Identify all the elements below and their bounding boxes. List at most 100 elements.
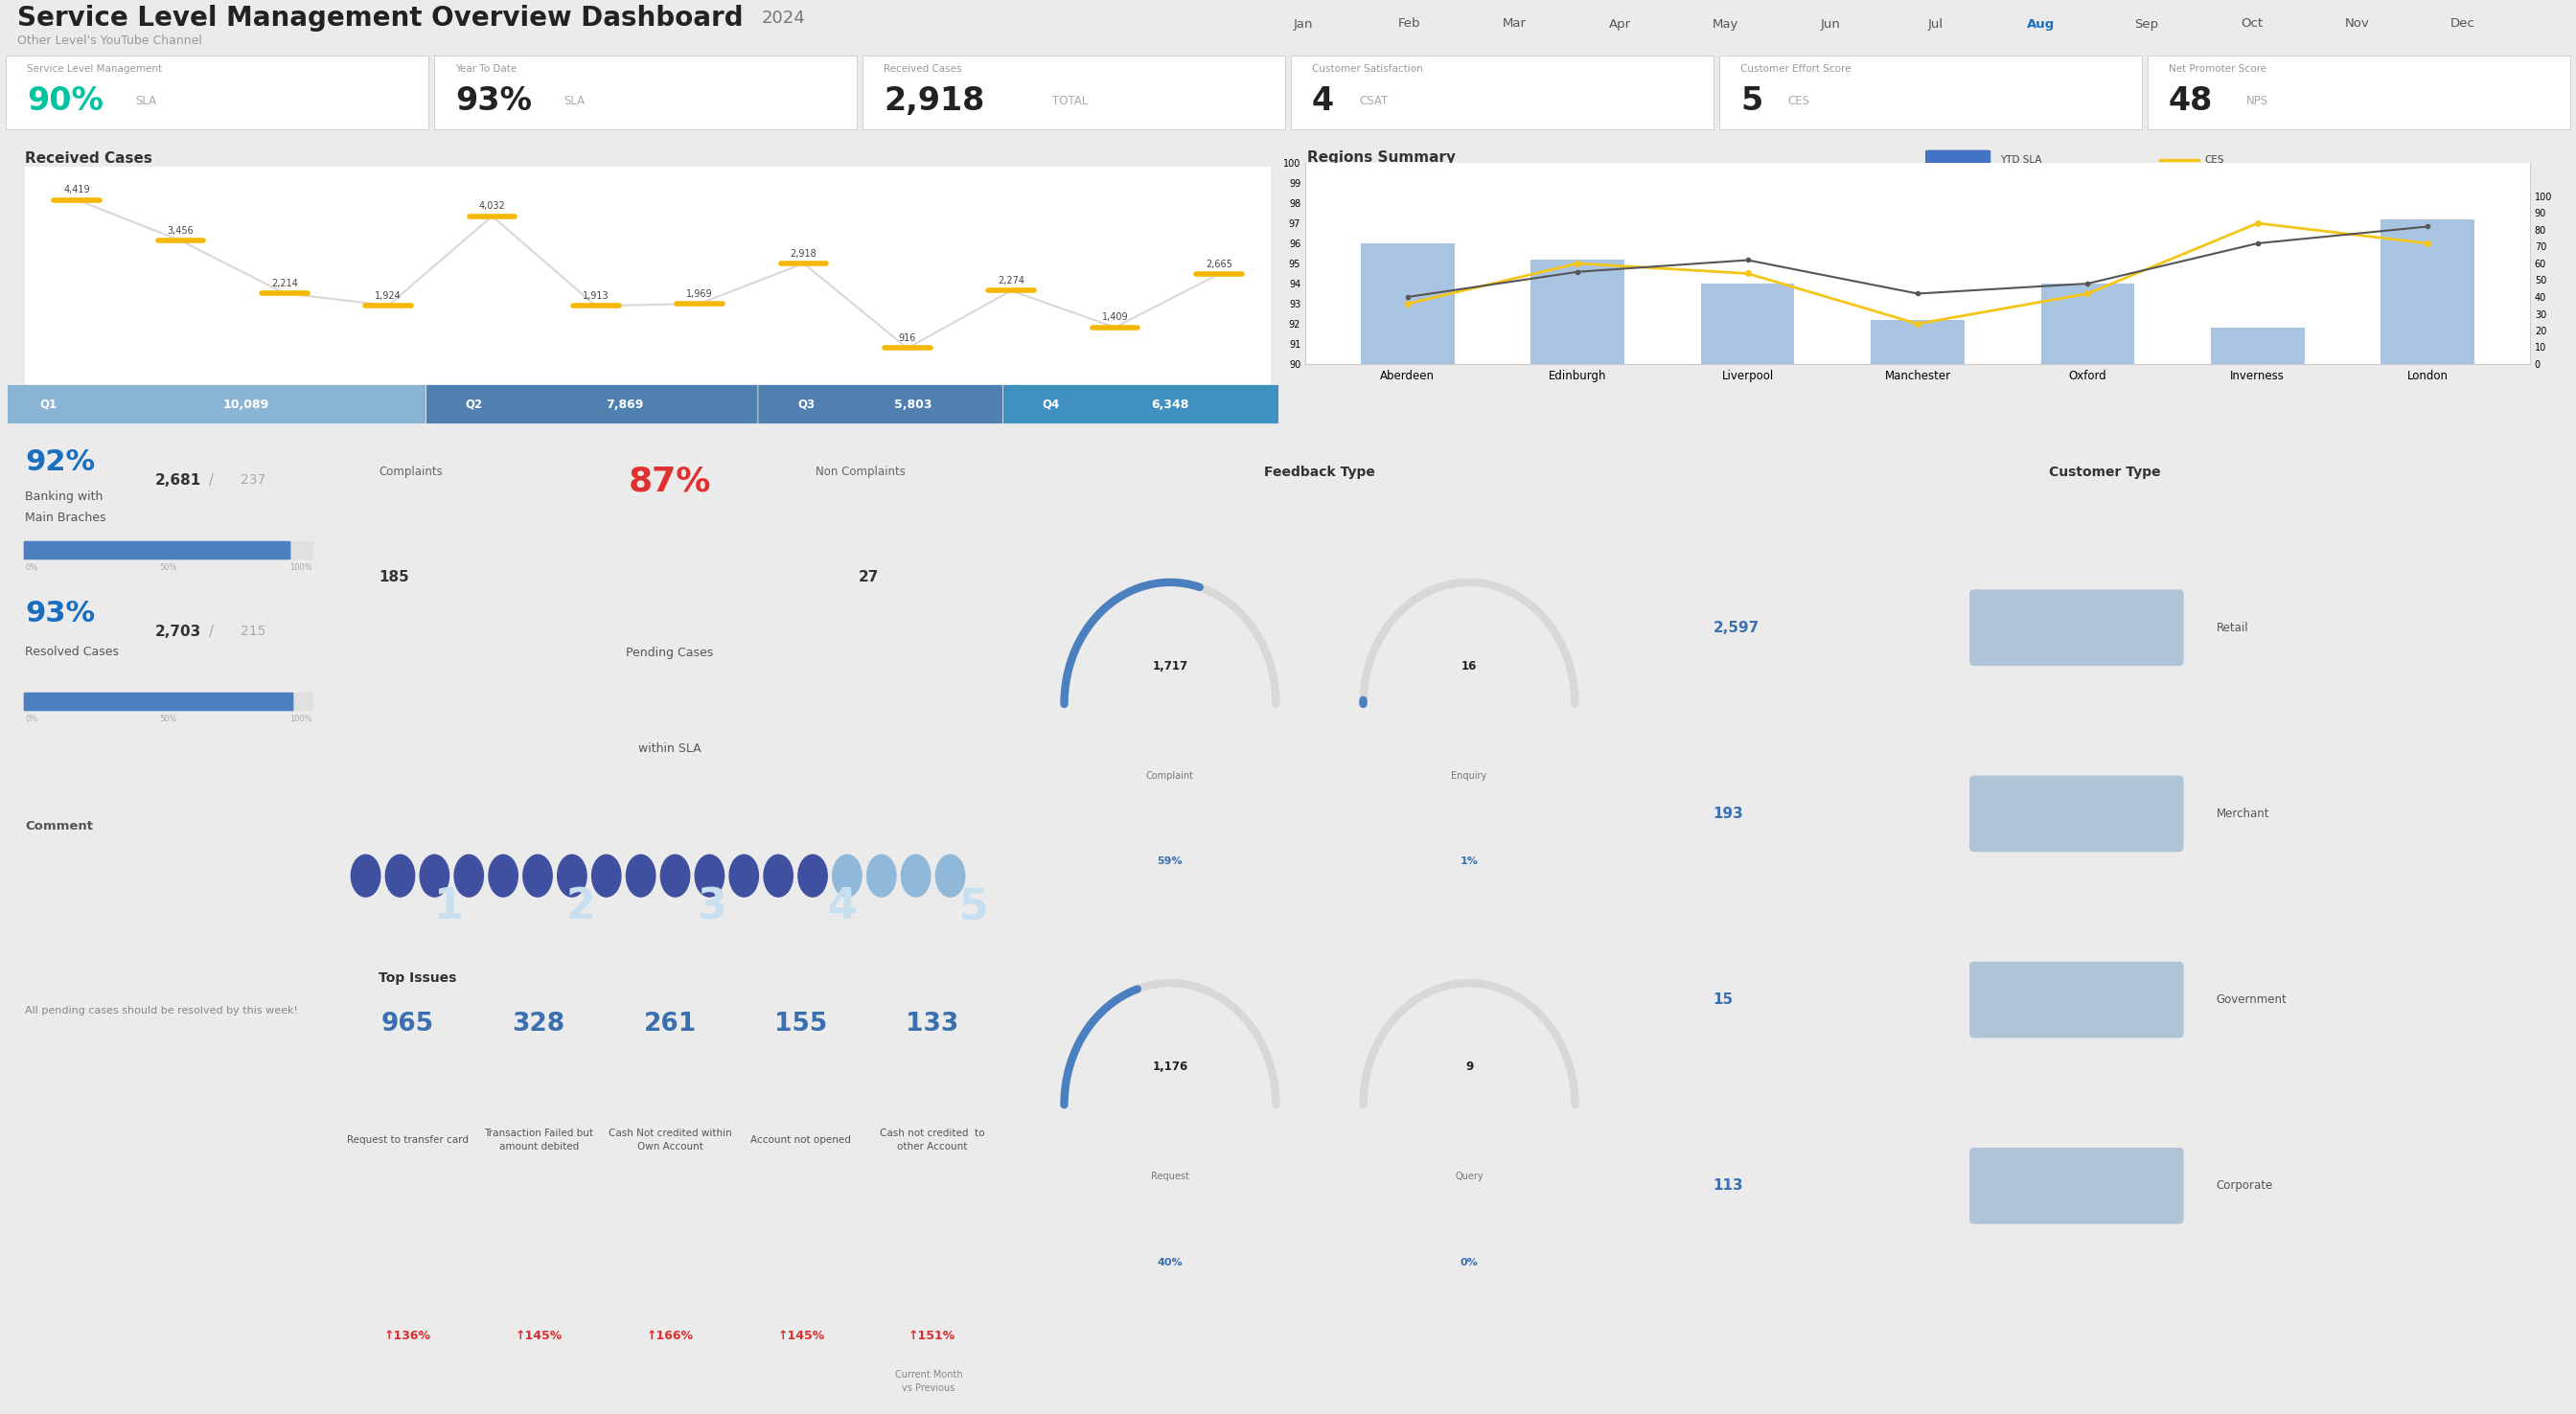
Text: TOTAL: TOTAL	[1054, 95, 1090, 107]
Text: 93%: 93%	[456, 85, 531, 117]
Text: 261: 261	[644, 1011, 696, 1036]
Text: Q1: Q1	[39, 399, 57, 410]
Text: CES: CES	[2205, 156, 2226, 164]
Text: Received Cases: Received Cases	[26, 151, 152, 165]
Text: 3,456: 3,456	[167, 226, 193, 236]
Text: 328: 328	[513, 1011, 564, 1036]
Circle shape	[696, 855, 724, 896]
Text: Non Complaints: Non Complaints	[817, 465, 904, 478]
Text: 16: 16	[1461, 659, 1476, 672]
Bar	[1360, 243, 1455, 363]
Text: 4: 4	[827, 887, 858, 928]
Text: 237: 237	[240, 474, 265, 486]
Text: 100%: 100%	[289, 714, 312, 724]
Text: Enquiry: Enquiry	[1450, 771, 1486, 781]
Text: Complaints: Complaints	[379, 465, 443, 478]
Text: 50%: 50%	[160, 714, 178, 724]
Text: Pending Cases: Pending Cases	[626, 646, 714, 659]
Text: 1,409: 1,409	[1103, 312, 1128, 322]
Text: All pending cases should be resolved by this week!: All pending cases should be resolved by …	[26, 1007, 299, 1015]
Text: Mar: Mar	[1502, 18, 1525, 30]
Text: 92%: 92%	[26, 448, 95, 477]
Text: 5: 5	[958, 887, 989, 928]
Text: YTD SLA: YTD SLA	[1999, 156, 2040, 164]
FancyBboxPatch shape	[1002, 385, 1285, 424]
Text: 916: 916	[899, 334, 917, 344]
Text: /: /	[209, 472, 214, 488]
Text: 2,665: 2,665	[1206, 259, 1231, 269]
FancyBboxPatch shape	[0, 385, 440, 424]
Text: Comment: Comment	[26, 820, 93, 831]
Text: Cash Not credited within
Own Account: Cash Not credited within Own Account	[608, 1128, 732, 1151]
Circle shape	[489, 855, 518, 896]
Text: 2024: 2024	[762, 10, 806, 27]
Circle shape	[832, 855, 860, 896]
Text: Resolved Cases: Resolved Cases	[26, 646, 118, 658]
Text: 2,214: 2,214	[270, 279, 299, 288]
Text: Jul: Jul	[1927, 18, 1942, 30]
Bar	[2040, 284, 2136, 363]
FancyBboxPatch shape	[1924, 150, 1991, 170]
Text: 2,274: 2,274	[997, 276, 1025, 286]
Text: Main Braches: Main Braches	[26, 512, 106, 525]
FancyBboxPatch shape	[23, 693, 314, 711]
Text: Jun: Jun	[1821, 18, 1839, 30]
Text: 1,969: 1,969	[688, 288, 714, 298]
Text: 4: 4	[1311, 85, 1334, 117]
Text: May: May	[1713, 18, 1739, 30]
Text: 4,419: 4,419	[64, 185, 90, 195]
Text: 965: 965	[381, 1011, 435, 1036]
Text: Banking with: Banking with	[26, 491, 103, 502]
Text: 87%: 87%	[629, 465, 711, 498]
Text: Jan: Jan	[1293, 18, 1314, 30]
Text: Customer Type: Customer Type	[2048, 465, 2161, 479]
Text: Query: Query	[1455, 1172, 1484, 1181]
Circle shape	[626, 855, 654, 896]
FancyBboxPatch shape	[23, 542, 314, 560]
FancyBboxPatch shape	[23, 542, 291, 560]
FancyBboxPatch shape	[23, 693, 294, 711]
Text: Account not opened: Account not opened	[750, 1135, 850, 1145]
Text: 0%: 0%	[26, 714, 39, 724]
Text: 2,918: 2,918	[884, 85, 984, 117]
Text: 1,176: 1,176	[1151, 1060, 1188, 1073]
Text: 1,924: 1,924	[376, 291, 402, 300]
Circle shape	[350, 855, 381, 896]
Circle shape	[902, 855, 930, 896]
Text: 2,681: 2,681	[155, 472, 201, 488]
Text: 9: 9	[1466, 1060, 1473, 1073]
Text: CES: CES	[1788, 95, 1811, 107]
Text: Feb: Feb	[1399, 18, 1419, 30]
Text: SLA: SLA	[564, 95, 585, 107]
FancyBboxPatch shape	[425, 385, 773, 424]
Circle shape	[659, 855, 690, 896]
Text: Aug: Aug	[2027, 18, 2056, 30]
Bar	[1870, 320, 1965, 363]
Bar	[2380, 219, 2476, 363]
Text: 15: 15	[1713, 993, 1734, 1007]
Text: Request to transfer card: Request to transfer card	[348, 1135, 469, 1145]
Text: ↑145%: ↑145%	[515, 1329, 562, 1342]
Text: 90%: 90%	[26, 85, 103, 117]
Text: Current Month
vs Previous: Current Month vs Previous	[894, 1370, 963, 1393]
Text: 50%: 50%	[160, 563, 178, 571]
Text: Corporate: Corporate	[2215, 1179, 2272, 1192]
Text: Net Promoter Score: Net Promoter Score	[2169, 64, 2267, 74]
Text: 59%: 59%	[1157, 857, 1182, 867]
Text: 1%: 1%	[1461, 857, 1479, 867]
Bar	[2210, 328, 2306, 363]
Text: CSAT: CSAT	[1360, 95, 1388, 107]
Text: 185: 185	[379, 570, 410, 585]
Text: Customer Effort Score: Customer Effort Score	[1741, 64, 1852, 74]
FancyBboxPatch shape	[1971, 1148, 2184, 1225]
Text: Year To Date: Year To Date	[456, 64, 518, 74]
Text: 48: 48	[2169, 85, 2213, 117]
Circle shape	[523, 855, 551, 896]
Circle shape	[453, 855, 484, 896]
Text: 0%: 0%	[1461, 1257, 1479, 1267]
Text: 155: 155	[775, 1011, 827, 1036]
Circle shape	[729, 855, 757, 896]
Text: 193: 193	[1713, 806, 1744, 822]
Text: Q3: Q3	[799, 399, 814, 410]
Text: 93%: 93%	[26, 600, 95, 628]
